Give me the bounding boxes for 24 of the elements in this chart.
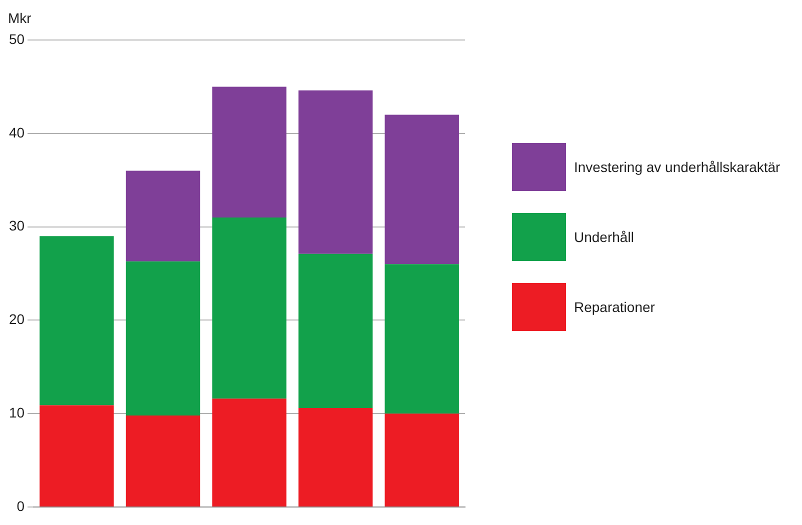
bar [298,254,373,408]
y-tick-label: 0 [16,498,25,514]
bar [212,217,286,399]
bar [298,408,373,506]
bar [126,170,200,262]
bar [384,414,459,506]
text: Investering av underhållskaraktär [574,159,780,175]
y-tick-label: 40 [8,124,25,140]
bar [40,405,114,506]
bar [126,415,200,506]
bar [384,114,459,264]
y-tick-label: 30 [8,218,25,234]
bar [298,90,373,254]
bar [212,86,286,218]
bar [40,236,114,406]
bar [384,264,459,414]
bar [212,398,286,506]
bar [126,261,200,416]
y-tick-label: 50 [8,30,25,47]
text: Reparationer [574,299,655,315]
y-tick-label: 10 [8,404,25,420]
y-axis-title: Mkr [8,10,32,26]
text: Underhåll [574,229,634,245]
y-tick-label: 20 [8,311,25,328]
